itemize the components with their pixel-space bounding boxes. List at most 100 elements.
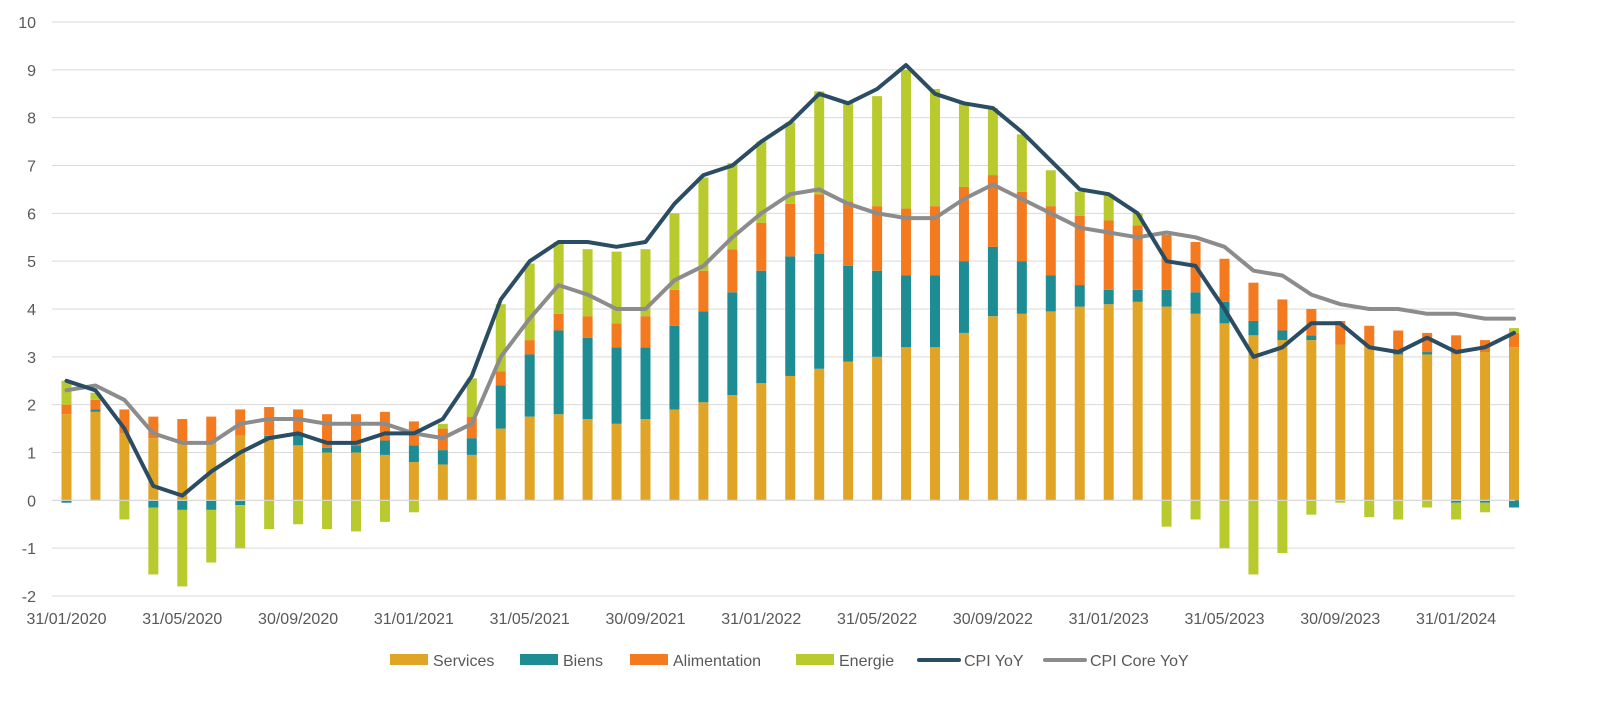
bar-alimentation	[785, 203, 796, 257]
bar-services	[1509, 347, 1519, 501]
bar-alimentation	[1219, 258, 1230, 302]
bar-energie	[1074, 191, 1085, 216]
bar-alimentation	[90, 399, 101, 410]
bar-biens	[611, 347, 622, 424]
bar-services	[872, 356, 883, 501]
bar-energie	[640, 249, 651, 317]
bar-energie	[669, 213, 680, 290]
legend-item-cpi-yoy: CPI YoY	[917, 653, 1024, 670]
bar-energie	[611, 251, 622, 324]
bar-biens	[177, 500, 188, 510]
bar-alimentation	[1045, 206, 1056, 276]
y-tick-label: 1	[27, 446, 36, 463]
bar-services	[1132, 301, 1143, 501]
bar-energie	[872, 96, 883, 207]
legend-swatch	[390, 654, 428, 665]
bar-alimentation	[611, 323, 622, 348]
bar-alimentation	[322, 414, 333, 448]
y-tick-label: 9	[27, 63, 36, 80]
bar-biens	[1509, 500, 1519, 508]
bar-biens	[814, 253, 825, 369]
bar-services	[1335, 344, 1346, 501]
bar-energie	[1248, 500, 1259, 575]
bar-services	[1161, 306, 1172, 501]
bar-biens	[1103, 289, 1114, 305]
bar-energie	[1451, 502, 1462, 520]
bar-services	[1480, 352, 1491, 501]
bar-alimentation	[293, 409, 304, 434]
x-tick-label: 31/05/2023	[1184, 611, 1264, 628]
bar-services	[1190, 313, 1201, 501]
bar-energie	[235, 505, 246, 549]
x-axis-ticks: 31/01/2020 31/05/2020 30/09/2020 31/01/2021…	[26, 611, 1496, 628]
legend-swatch	[520, 654, 558, 665]
bar-biens	[293, 433, 304, 446]
bar-energie	[785, 122, 796, 204]
bar-biens	[495, 385, 506, 429]
bar-energie	[293, 500, 304, 525]
bar-services	[90, 411, 101, 501]
bar-alimentation	[177, 419, 188, 443]
bar-services	[148, 438, 159, 501]
bar-alimentation	[524, 340, 535, 355]
bar-energie	[408, 500, 419, 513]
bar-biens	[553, 330, 564, 415]
bar-alimentation	[930, 206, 940, 276]
bar-services	[524, 416, 535, 501]
line-cpi-core-yoy	[64, 182, 1516, 445]
bar-biens	[466, 438, 477, 455]
bar-services	[1306, 340, 1317, 501]
bar-alimentation	[987, 175, 998, 247]
bar-energie	[1480, 502, 1491, 513]
legend-swatch	[630, 654, 668, 665]
bar-energie	[524, 263, 535, 341]
bar-services	[930, 347, 940, 501]
bar-alimentation	[1277, 299, 1288, 331]
bar-biens	[1422, 352, 1433, 355]
bar-services	[437, 464, 448, 501]
bar-biens	[90, 409, 101, 412]
bar-services	[264, 438, 275, 501]
bar-biens	[408, 445, 419, 463]
bar-energie	[1045, 170, 1056, 207]
bar-services	[814, 368, 825, 501]
bar-services	[843, 361, 854, 501]
bar-alimentation	[901, 208, 912, 276]
bar-services	[582, 419, 593, 501]
bar-energie	[1016, 134, 1027, 192]
bar-services	[727, 395, 738, 501]
bar-alimentation	[756, 222, 767, 271]
bar-services	[495, 428, 506, 501]
bar-energie	[553, 242, 564, 314]
bar-energie	[582, 249, 593, 317]
x-tick-label: 31/01/2024	[1416, 611, 1496, 628]
bar-services	[901, 347, 912, 501]
x-tick-label: 31/01/2020	[26, 611, 106, 628]
bar-biens	[958, 261, 969, 333]
legend-item-alimentation: Alimentation	[630, 653, 761, 670]
bar-services	[553, 414, 564, 501]
bar-biens	[727, 292, 738, 396]
bar-alimentation	[669, 289, 680, 326]
bar-biens	[61, 500, 72, 503]
legend-swatch	[796, 654, 834, 665]
y-axis-ticks: -2 -1 0 1 2 3 4 5 6 7 8 9 10	[18, 15, 36, 606]
bar-services	[1364, 347, 1375, 501]
y-tick-label: -2	[22, 589, 36, 606]
bar-alimentation	[61, 404, 72, 415]
bar-energie	[466, 378, 477, 417]
legend-label: Services	[433, 653, 494, 670]
bar-energie	[1219, 500, 1230, 549]
bar-energie	[264, 500, 275, 530]
bar-alimentation	[1364, 325, 1375, 348]
bar-alimentation	[698, 270, 709, 312]
bar-energie	[727, 163, 738, 250]
bar-alimentation	[264, 407, 275, 436]
bar-services	[958, 332, 969, 501]
bar-energie	[1509, 328, 1519, 333]
bar-services	[379, 454, 390, 501]
bar-alimentation	[1509, 332, 1519, 348]
bar-energie	[1190, 500, 1201, 520]
bar-biens	[148, 500, 159, 508]
line-series	[64, 63, 1516, 498]
